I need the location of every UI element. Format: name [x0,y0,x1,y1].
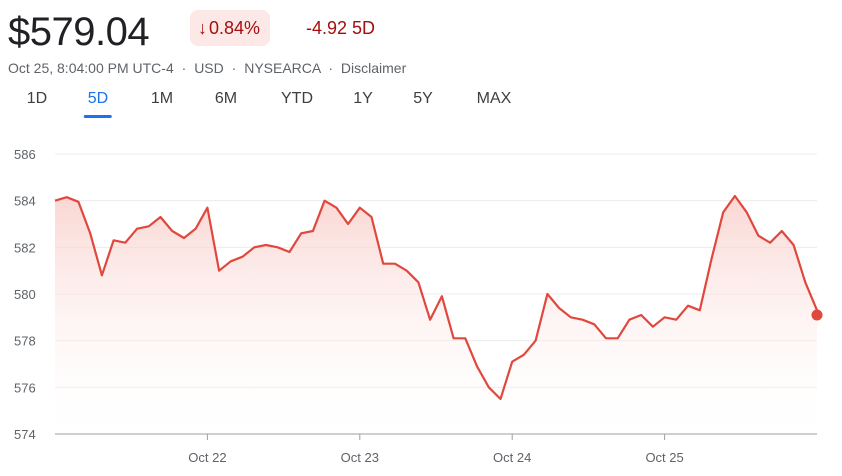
meta-separator: · [181,60,187,76]
absolute-change: -4.92 5D [306,17,376,38]
x-tick-label: Oct 22 [188,450,226,465]
price-area-fill [55,196,817,434]
meta-separator: · [328,60,334,76]
tab-max[interactable]: MAX [476,90,512,107]
price-chart[interactable]: 574 576 578 580 582 584 586 Oct 22 Oct 23 Oct 24… [0,130,842,476]
y-tick-label: 578 [14,334,36,349]
meta-currency: USD [194,60,224,76]
percent-change-value: 0.84% [209,17,261,38]
tab-5y[interactable]: 5Y [413,90,433,107]
percent-change-badge: ↓ 0.84% [190,10,271,46]
y-tick-label: 586 [14,147,36,162]
tab-ytd[interactable]: YTD [281,90,313,107]
x-tick-label: Oct 24 [493,450,531,465]
last-price-marker [811,309,823,321]
meta-exchange: NYSEARCA [244,60,321,76]
current-price: $579.04 [8,10,150,54]
tab-1m[interactable]: 1M [150,90,174,107]
y-tick-label: 584 [14,194,36,209]
tab-1d[interactable]: 1D [26,90,48,107]
tab-5d[interactable]: 5D [83,90,113,118]
y-tick-label: 582 [14,240,36,255]
meta-separator: · [231,60,237,76]
y-tick-label: 574 [14,427,36,442]
arrow-down-icon: ↓ [198,17,207,38]
disclaimer-link[interactable]: Disclaimer [340,60,407,76]
x-tick-label: Oct 25 [645,450,683,465]
y-tick-label: 576 [14,380,36,395]
quote-meta: Oct 25, 8:04:00 PM UTC-4 · USD · NYSEARC… [8,60,406,76]
tab-6m[interactable]: 6M [214,90,238,107]
price-line [54,194,819,401]
x-tick-label: Oct 23 [341,450,379,465]
y-tick-label: 580 [14,287,36,302]
meta-timestamp: Oct 25, 8:04:00 PM UTC-4 [8,60,174,76]
tab-1y[interactable]: 1Y [353,90,373,107]
